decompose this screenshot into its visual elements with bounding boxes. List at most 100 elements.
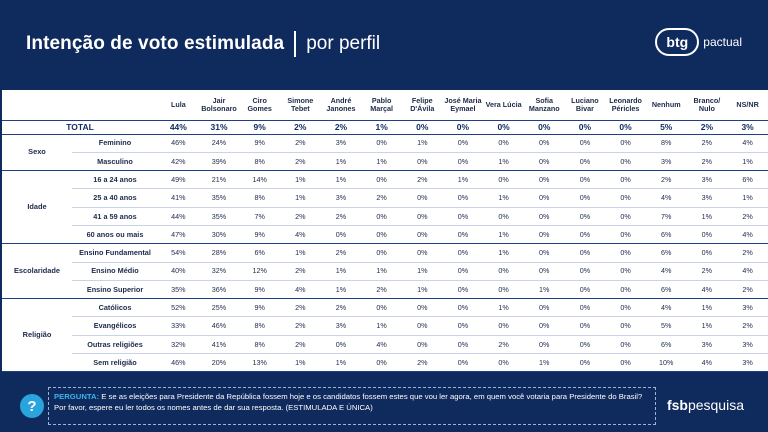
- table-cell: 0%: [361, 225, 402, 245]
- table-cell: 8%: [239, 152, 280, 172]
- table-cell: 2%: [279, 298, 321, 318]
- question-label: PERGUNTA:: [54, 392, 100, 401]
- table-cell: 0%: [401, 335, 443, 355]
- table-cell: 9%: [239, 280, 280, 300]
- table-cell: 2%: [320, 207, 362, 226]
- table-cell: 2%: [320, 243, 362, 263]
- table-cell: 28%: [198, 243, 240, 263]
- table-cell: 1%: [483, 243, 524, 263]
- table-cell: 0%: [564, 298, 606, 318]
- table-cell: 2%: [483, 335, 524, 355]
- column-header: Luciano Bivar: [564, 90, 606, 121]
- table-cell: 1%: [361, 262, 402, 281]
- row-label: Outras religiões: [72, 335, 159, 355]
- table-cell: 0%: [361, 353, 402, 373]
- btg-logo-word: pactual: [703, 35, 742, 49]
- total-cell: 9%: [239, 120, 280, 135]
- table-cell: 32%: [198, 262, 240, 281]
- table-cell: 0%: [605, 262, 646, 281]
- column-header: Branco/ Nulo: [686, 90, 728, 121]
- table-cell: 0%: [605, 243, 646, 263]
- table-cell: 0%: [564, 170, 606, 190]
- table-cell: 0%: [605, 316, 646, 336]
- table-cell: 1%: [361, 316, 402, 336]
- column-header: Jair Bolsonaro: [198, 90, 240, 121]
- table-cell: 0%: [686, 243, 728, 263]
- table-cell: 4%: [279, 280, 321, 300]
- table-cell: 0%: [523, 188, 565, 208]
- table-cell: 2%: [727, 280, 768, 300]
- table-cell: 6%: [239, 243, 280, 263]
- table-cell: 47%: [158, 225, 199, 245]
- table-cell: 42%: [158, 152, 199, 172]
- table-cell: 4%: [727, 134, 768, 153]
- table-cell: 3%: [686, 170, 728, 190]
- table-cell: 0%: [523, 316, 565, 336]
- table-cell: 0%: [320, 335, 362, 355]
- row-label: Evangélicos: [72, 316, 159, 336]
- table-cell: 1%: [727, 188, 768, 208]
- page-title: Intenção de voto estimulada: [26, 33, 285, 54]
- table-cell: 0%: [483, 353, 524, 373]
- group-label: Escolaridade: [2, 243, 72, 300]
- table-cell: 2%: [686, 152, 728, 172]
- table-cell: 0%: [564, 353, 606, 373]
- table-cell: 0%: [361, 298, 402, 318]
- table-cell: 1%: [320, 262, 362, 281]
- table-cell: 8%: [239, 335, 280, 355]
- table-cell: 0%: [564, 262, 606, 281]
- column-header: Lula: [158, 90, 199, 121]
- group-label: Idade: [2, 170, 72, 245]
- table-cell: 0%: [605, 207, 646, 226]
- table-cell: 4%: [279, 225, 321, 245]
- table-cell: 46%: [198, 316, 240, 336]
- table-cell: 0%: [564, 316, 606, 336]
- header-blank: [2, 90, 72, 121]
- table-cell: 0%: [442, 298, 484, 318]
- table-cell: 9%: [239, 298, 280, 318]
- total-cell: 0%: [605, 120, 646, 135]
- table-cell: 0%: [605, 170, 646, 190]
- table-cell: 35%: [158, 280, 199, 300]
- vote-intention-table: Lula Jair Bolsonaro Ciro Gomes Simone Tebet…: [2, 90, 768, 373]
- table-cell: 1%: [401, 134, 443, 153]
- table-cell: 0%: [401, 152, 443, 172]
- table-cell: 4%: [727, 225, 768, 245]
- table-body: TOTAL 44% 31% 9% 2% 2% 1% 0% 0% 0% 0% 0% 0% 5% 2% 3% S…: [2, 120, 768, 373]
- page-subtitle: por perfil: [306, 33, 381, 54]
- table-cell: 0%: [442, 335, 484, 355]
- total-cell: 5%: [645, 120, 687, 135]
- row-label: 41 a 59 anos: [72, 207, 159, 226]
- total-cell: 0%: [401, 120, 443, 135]
- table-cell: 52%: [158, 298, 199, 318]
- question-body: E se as eleições para Presidente da Repú…: [54, 392, 643, 412]
- table-cell: 0%: [564, 134, 606, 153]
- table-cell: 1%: [279, 170, 321, 190]
- total-cell: 2%: [686, 120, 728, 135]
- table-cell: 0%: [523, 262, 565, 281]
- fsb-pesquisa-logo: fsbpesquisa: [667, 397, 744, 413]
- table-cell: 21%: [198, 170, 240, 190]
- table-cell: 4%: [361, 335, 402, 355]
- row-label: Feminino: [72, 134, 159, 153]
- table-row: Ensino Médio 40% 32% 12% 2% 1% 1% 1% 0% 0% 0% 0% 0% 4…: [2, 262, 768, 281]
- table-cell: 2%: [401, 353, 443, 373]
- row-label: Ensino Médio: [72, 262, 159, 281]
- question-box: [48, 387, 656, 425]
- table-cell: 3%: [320, 134, 362, 153]
- table-cell: 0%: [442, 353, 484, 373]
- table-row: Masculino 42% 39% 8% 2% 1% 1% 0% 0% 1% 0% 0% 0% 3% 2% 1…: [2, 152, 768, 172]
- table-cell: 0%: [483, 170, 524, 190]
- total-cell: 44%: [158, 120, 199, 135]
- table-cell: 1%: [686, 316, 728, 336]
- table-cell: 0%: [564, 280, 606, 300]
- table-row: Evangélicos 33% 46% 8% 2% 3% 1% 0% 0% 0% 0% 0% 0% 5% 1…: [2, 316, 768, 336]
- row-label: 60 anos ou mais: [72, 225, 159, 245]
- table-cell: 0%: [523, 225, 565, 245]
- table-cell: 0%: [361, 207, 402, 226]
- table-cell: 1%: [483, 152, 524, 172]
- table-row: 60 anos ou mais 47% 30% 9% 4% 0% 0% 0% 0% 1% 0% 0% 0…: [2, 225, 768, 245]
- table-header-row: Lula Jair Bolsonaro Ciro Gomes Simone Tebet…: [2, 90, 768, 121]
- table-cell: 0%: [483, 316, 524, 336]
- table-cell: 2%: [279, 316, 321, 336]
